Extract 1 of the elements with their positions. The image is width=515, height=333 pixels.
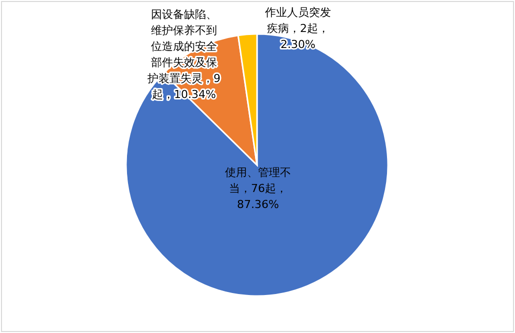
slice-label: 使用、管理不当，76起，87.36% bbox=[225, 166, 291, 211]
